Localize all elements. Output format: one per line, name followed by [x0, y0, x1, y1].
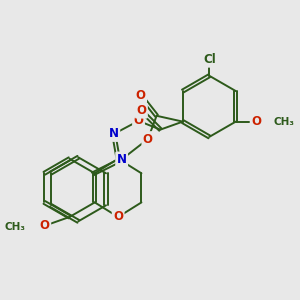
Text: O: O: [143, 133, 153, 146]
Text: N: N: [109, 128, 119, 140]
Text: Cl: Cl: [203, 53, 216, 66]
Text: O: O: [251, 115, 261, 128]
Text: CH₃: CH₃: [274, 117, 295, 127]
Text: O: O: [136, 89, 146, 102]
Text: O: O: [113, 211, 123, 224]
Text: O: O: [134, 114, 143, 128]
Text: CH₃: CH₃: [5, 222, 26, 232]
Text: O: O: [40, 219, 50, 232]
Text: N: N: [117, 153, 127, 166]
Text: O: O: [136, 104, 146, 117]
